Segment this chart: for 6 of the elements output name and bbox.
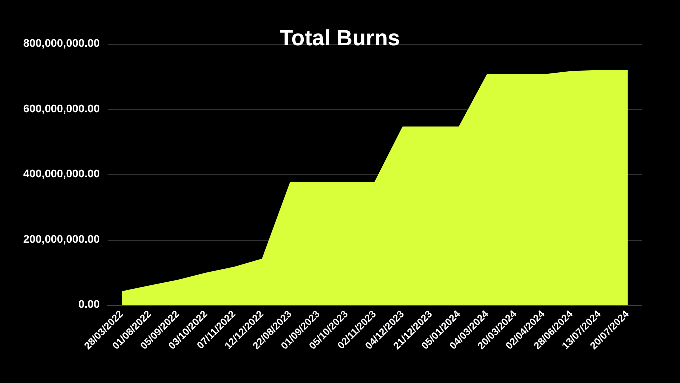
- y-tick-label: 800,000,000.00: [24, 38, 100, 50]
- y-tick-label: 0.00: [78, 299, 100, 311]
- chart-title: Total Burns: [280, 26, 400, 50]
- y-tick-label: 200,000,000.00: [24, 234, 100, 246]
- y-tick-label: 400,000,000.00: [24, 168, 100, 180]
- y-tick-label: 600,000,000.00: [24, 103, 100, 116]
